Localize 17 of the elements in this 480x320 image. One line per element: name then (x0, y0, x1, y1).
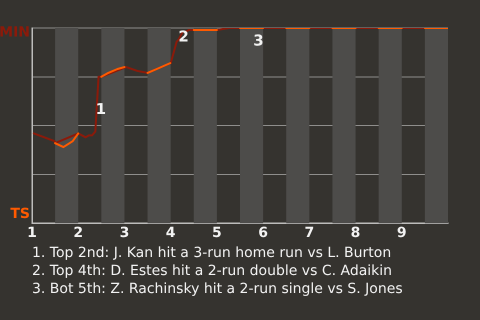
x-tick-label: 8 (350, 225, 360, 242)
x-tick-label: 3 (120, 225, 130, 242)
annotation: 3 (253, 32, 264, 50)
text: 1. Top 2nd: J. Kan hit a 3-run home run vs L. Burton (32, 244, 392, 262)
x-tick-label: 9 (396, 225, 407, 242)
x-tick-label: 4 (166, 225, 176, 242)
x-tick-label: 6 (258, 225, 268, 242)
text: TS (10, 206, 30, 222)
annotation: 2 (178, 28, 189, 46)
text: MIN (0, 24, 30, 41)
x-tick-label: 7 (304, 225, 314, 242)
x-tick-label: 5 (212, 225, 222, 242)
x-tick-label: 2 (73, 225, 84, 242)
text: 2. Top 4th: D. Estes hit a 2-run double vs C. Adaikin (32, 262, 394, 280)
text: 3. Bot 5th: Z. Rachinsky hit a 2-run single vs S. Jones (32, 280, 403, 298)
x-tick-label: 1 (27, 225, 37, 242)
annotation: 1 (96, 100, 106, 118)
